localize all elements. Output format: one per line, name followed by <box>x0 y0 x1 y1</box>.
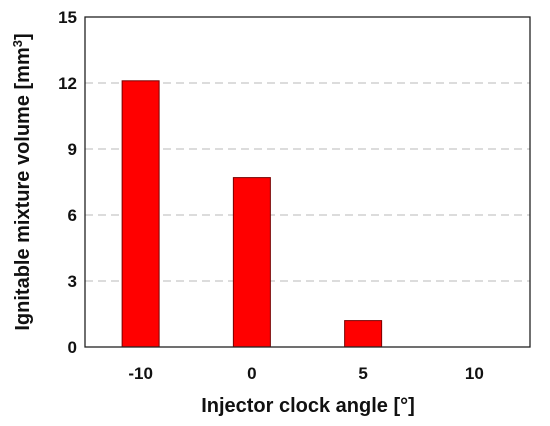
x-tick-label: 5 <box>358 364 367 383</box>
y-tick-label: 12 <box>58 74 77 93</box>
y-tick-label: 6 <box>68 206 77 225</box>
x-tick-labels: -10 0 5 10 <box>128 364 484 383</box>
plot-frame <box>84 16 531 348</box>
y-axis-title-superscript: 3 <box>10 40 25 47</box>
y-tick-label: 9 <box>68 140 77 159</box>
bars <box>121 80 383 348</box>
y-axis-title-main: Ignitable mixture volume [mm <box>12 47 34 330</box>
y-axis-title-end: ] <box>12 33 34 40</box>
y-tick-labels: 0 3 6 9 12 15 <box>58 8 77 357</box>
y-tick-label: 15 <box>58 8 77 27</box>
bar--10 <box>121 80 160 348</box>
y-tick-label: 0 <box>68 338 77 357</box>
bar-0 <box>232 177 271 348</box>
x-tick-label: 0 <box>247 364 256 383</box>
x-tick-label: 10 <box>465 364 484 383</box>
x-tick-label: -10 <box>128 364 153 383</box>
x-axis-title: Injector clock angle [°] <box>201 395 415 417</box>
y-tick-label: 3 <box>68 272 77 291</box>
y-axis-title: Ignitable mixture volume [mm3] <box>10 33 34 330</box>
bar-5 <box>344 320 383 348</box>
gridlines <box>85 82 530 282</box>
